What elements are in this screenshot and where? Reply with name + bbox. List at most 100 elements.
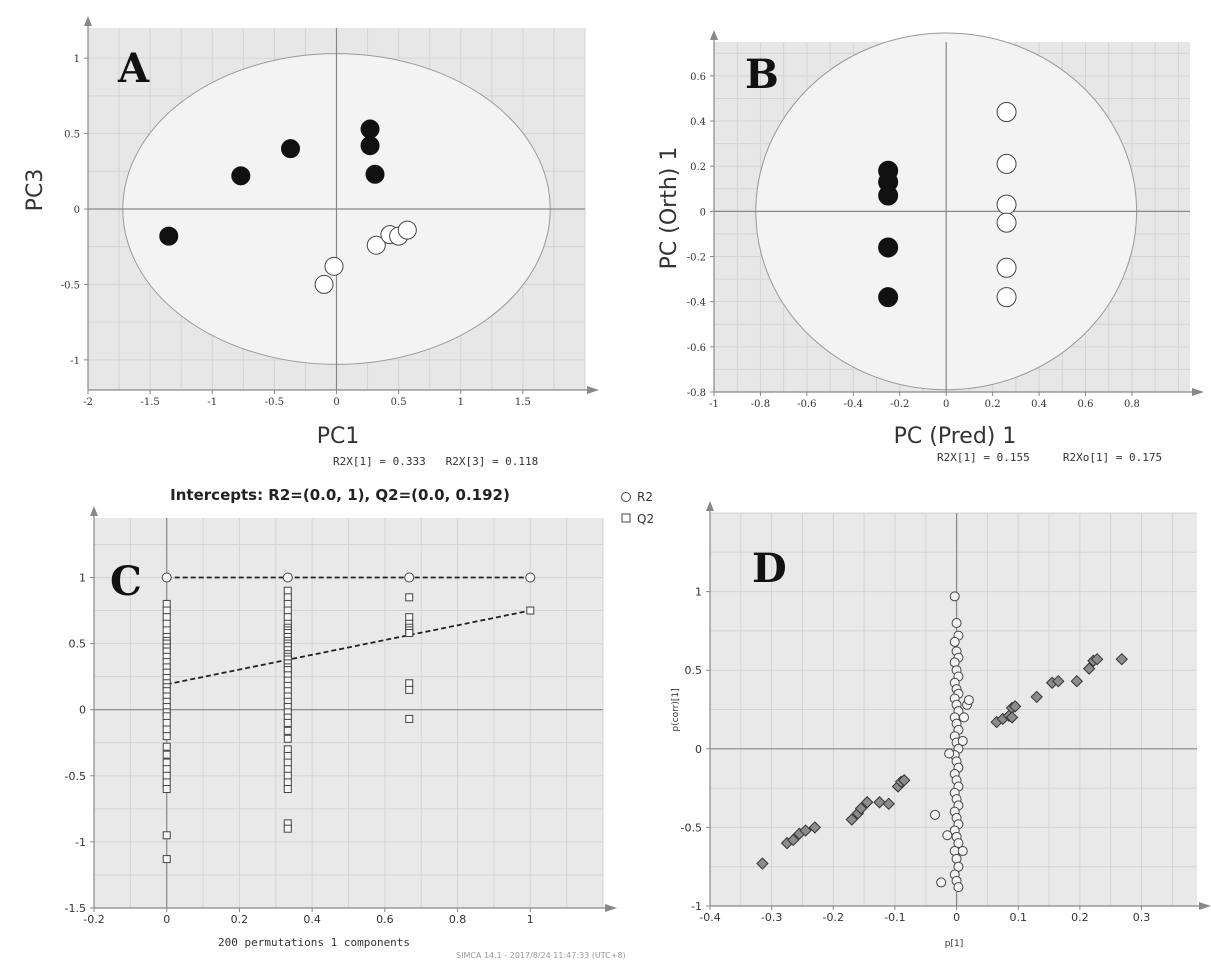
panel-a-y-tick-label: 0 [74, 205, 80, 216]
r2-permutation-point [525, 572, 536, 583]
q2-permutation-point [162, 606, 171, 615]
panel-c-x-tick-label: 0.6 [376, 913, 394, 926]
panel-d-y-tick-label: 0.5 [685, 664, 703, 677]
variable-circle-point [958, 712, 969, 723]
panel-c-y-tick-label: -1.5 [65, 902, 86, 915]
differential-variable-diamond [1070, 674, 1083, 688]
panel-a-x-tick-label: 0 [333, 397, 339, 408]
panel-d-x-tick-label: -0.2 [823, 911, 844, 924]
panel-a-x-tick-label: -0.5 [265, 397, 284, 408]
q2-permutation-point [162, 771, 171, 780]
panel-c-y-tick-label: -0.5 [65, 770, 86, 783]
panel-b-y-tick-label: -0.6 [687, 343, 706, 354]
open-sample-point [996, 212, 1017, 233]
panel-c-x-axis-arrow [605, 904, 617, 912]
q2-permutation-point [283, 758, 292, 767]
panel-b-tick-labels: -1 -0.8 -0.6 -0.4 -0.2 0 0.2 0.4 0.6 0.8-0.8-0.6-… [687, 72, 1140, 410]
panel-b-r2x-note: R2X[1] = 0.155 R2Xo[1] = 0.175 [937, 451, 1162, 464]
open-sample-point [996, 153, 1017, 174]
panel-b-x-tick-label: -0.8 [751, 399, 770, 410]
panel-b-x-tick-label: -1 [709, 399, 719, 410]
differential-variable-diamond [1005, 711, 1019, 724]
q2-permutation-point [162, 718, 171, 727]
filled-sample-point [878, 185, 899, 206]
filled-sample-point [878, 237, 899, 258]
differential-variable-diamond [845, 813, 858, 826]
variable-circle-point [949, 591, 960, 602]
variable-circle-point [957, 845, 968, 856]
panel-d-x-tick-label: 0.3 [1133, 911, 1151, 924]
filled-sample-point [360, 119, 380, 139]
panel-d-y-tick-label: 1 [695, 586, 702, 599]
differential-variable-diamond [1082, 662, 1096, 675]
q2-permutation-point [283, 726, 292, 735]
panel-b-points [878, 102, 1017, 308]
filled-sample-point [281, 139, 301, 159]
panel-d-x-tick-label: 0.2 [1071, 911, 1089, 924]
panel-c-x-tick-label: 0 [163, 913, 170, 926]
panel-b-x-tick-label: 0 [943, 399, 949, 410]
q2-permutation-point [405, 629, 414, 638]
panel-b-label: B [745, 51, 779, 98]
panel-a-y-tick-label: 1 [74, 54, 80, 65]
differential-variable-diamond [808, 821, 822, 834]
panel-a-chart: -2 -1.5 -1 -0.5 0 0.5 1 1.5 -1 -0.5 0 0.5 1 A PC1 PC… [23, 16, 599, 468]
panel-a-y-tick-label: 0.5 [64, 130, 80, 141]
filled-sample-point [365, 164, 385, 184]
q2-permutation-point [162, 613, 171, 622]
variable-circle-point [936, 877, 947, 888]
legend-r2-marker [621, 492, 631, 502]
panel-c-points [161, 572, 536, 864]
panel-b-y-tick-label: 0.6 [690, 72, 706, 83]
panel-b-x-axis-arrow [1192, 388, 1204, 396]
panel-d-x-tick-label: 0.1 [1009, 911, 1027, 924]
q2-permutation-point [162, 831, 171, 840]
panel-a-tick-labels: -2 -1.5 -1 -0.5 0 0.5 1 1.5 -1 -0.5 0 0.5 1 [61, 54, 531, 408]
q2-permutation-point [405, 685, 414, 694]
differential-variable-diamond [1090, 652, 1104, 666]
r2-permutation-point [282, 572, 293, 583]
panel-b-x-tick-label: 0.4 [1031, 399, 1047, 410]
panel-a-y-axis-arrow [84, 16, 92, 26]
panel-d-x-tick-label: 0 [953, 911, 960, 924]
open-sample-point [397, 220, 417, 240]
panel-d-x-tick-label: -0.3 [761, 911, 782, 924]
panel-c-tick-labels: -0.2 0 0.2 0.4 0.6 0.8 1 -1.5 -1 -0.5 0 0.5 1 [65, 571, 534, 926]
panel-d-x-axis-arrow [1199, 902, 1211, 910]
variable-circle-point [963, 695, 974, 706]
panel-d-x-tick-label: -0.4 [699, 911, 720, 924]
legend-q2-marker [621, 513, 631, 523]
panel-c-x-tick-label: 0.4 [303, 913, 321, 926]
q2-permutation-point [405, 679, 414, 688]
q2-permutation-point [283, 718, 292, 727]
q2-permutation-point [162, 626, 171, 635]
q2-permutation-point [162, 619, 171, 628]
panel-b-y-tick-label: -0.8 [687, 388, 706, 399]
q2-permutation-point [526, 606, 535, 615]
differential-variable-diamond [860, 796, 874, 809]
panel-a-y-axis-label: PC3 [23, 169, 48, 212]
q2-permutation-point [405, 613, 414, 622]
panel-b-y-tick-label: -0.4 [687, 298, 706, 309]
panel-b-x-tick-label: -0.4 [844, 399, 863, 410]
q2-regression-line [166, 609, 531, 686]
differential-variable-diamond [854, 802, 868, 815]
differential-variable-diamond [1008, 700, 1022, 713]
panel-b-y-tick-label: 0.4 [690, 117, 706, 128]
panel-a-x-tick-label: -1.5 [140, 397, 159, 408]
panel-a-y-tick-label: -0.5 [61, 280, 80, 291]
panel-b-x-axis-label: PC (Pred) 1 [894, 424, 1017, 449]
differential-variable-diamond [897, 774, 911, 787]
panel-b-x-tick-label: 0.2 [985, 399, 1001, 410]
panel-a-axes [84, 16, 599, 394]
filled-sample-point [159, 226, 179, 246]
software-footer: SIMCA 14.1 - 2017/8/24 11:47:33 (UTC+8) [456, 951, 626, 960]
panel-c-x-tick-label: 0.2 [231, 913, 249, 926]
panel-a-x-axis-label: PC1 [317, 424, 360, 449]
q2-permutation-point [283, 599, 292, 608]
panel-d-chart: -0.4 -0.3 -0.2 -0.1 0 0.1 0.2 0.3-1-0.500.51 D … [671, 501, 1211, 949]
panel-b-axes [710, 30, 1204, 396]
legend-q2-label: Q2 [637, 512, 654, 526]
open-sample-point [366, 235, 386, 255]
